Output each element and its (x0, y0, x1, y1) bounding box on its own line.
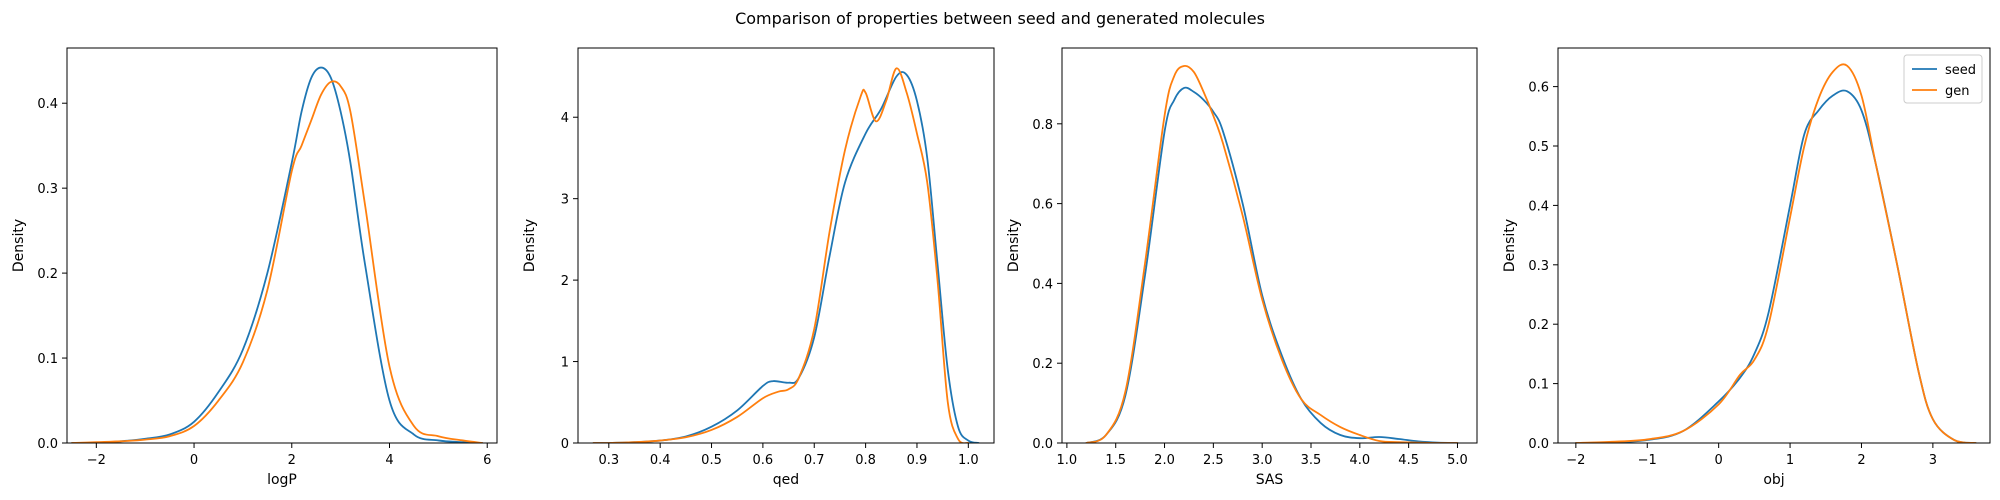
x-tick-label: 0.9 (907, 453, 928, 468)
y-tick-label: 0.3 (1528, 259, 1549, 274)
y-tick-label: 0.2 (1032, 357, 1053, 372)
x-tick-label: 2 (1857, 453, 1865, 468)
x-tick-label: 2.5 (1203, 453, 1224, 468)
x-tick-label: 0.5 (701, 453, 722, 468)
y-tick-label: 0.2 (1528, 318, 1549, 333)
x-tick-label: 0.6 (753, 453, 774, 468)
x-tick-label: 5.0 (1447, 453, 1468, 468)
x-tick-label: 1.0 (958, 453, 979, 468)
x-tick-label: 2 (288, 453, 296, 468)
subplot-obj: −2 −1 0 1 2 3 0.0 0.1 0.2 0.3 0.4 0.5 0.6 obj Density (1502, 47, 1991, 488)
legend-box (1903, 54, 1983, 104)
y-tick-label: 0.4 (1528, 199, 1549, 214)
subplot-sas: 1.0 1.5 2.0 2.5 3.0 3.5 4.0 4.5 5.0 0.0 0.2 0.4 0.6 0… (1006, 47, 1478, 488)
x-tick-label: 0 (1715, 453, 1723, 468)
y-tick-label: 0.3 (37, 182, 58, 197)
x-tick-label: −2 (1566, 453, 1585, 468)
y-axis-label: Density (1502, 219, 1518, 272)
y-tick-label: 0 (561, 437, 569, 452)
x-tick-label: 0.4 (650, 453, 671, 468)
x-tick-label: 1.5 (1105, 453, 1126, 468)
x-tick-label: 1 (1786, 453, 1794, 468)
series-line-seed (1085, 86, 1459, 443)
figure-title: Comparison of properties between seed an… (735, 9, 1265, 28)
x-axis-label: logP (267, 472, 297, 488)
series-group (1574, 63, 1977, 443)
series-line-gen (592, 67, 970, 443)
series-group (592, 67, 980, 443)
series-line-gen (1574, 63, 1977, 443)
x-axis-label: qed (773, 472, 799, 488)
plot-frame (1061, 47, 1478, 444)
x-tick-label: 4 (385, 453, 393, 468)
x-tick-label: 6 (483, 453, 491, 468)
y-axis-label: Density (11, 219, 27, 272)
legend: seed gen (1903, 54, 1983, 104)
y-tick-label: 1 (561, 356, 569, 371)
x-tick-label: 3.5 (1301, 453, 1322, 468)
series-line-seed (70, 66, 484, 443)
plot-frame (577, 47, 995, 444)
y-tick-label: 0.1 (1528, 378, 1549, 393)
x-tick-label: −2 (87, 453, 106, 468)
y-tick-label: 0.1 (37, 352, 58, 367)
legend-label-seed: seed (1945, 63, 1976, 78)
x-tick-label: 0.8 (855, 453, 876, 468)
y-tick-label: 4 (561, 111, 569, 126)
plot-frame (1557, 47, 1991, 444)
y-tick-label: 0.2 (37, 267, 58, 282)
y-axis-label: Density (1006, 219, 1022, 272)
x-tick-label: 4.5 (1398, 453, 1419, 468)
x-tick-label: 1.0 (1057, 453, 1078, 468)
x-tick-label: 0 (190, 453, 198, 468)
series-group (70, 66, 484, 443)
y-axis-label: Density (522, 219, 538, 272)
plot-frame (66, 47, 498, 444)
series-group (1085, 64, 1459, 443)
y-tick-label: 2 (561, 274, 569, 289)
x-tick-label: −1 (1638, 453, 1657, 468)
x-axis-label: SAS (1256, 472, 1284, 488)
y-tick-label: 0.6 (1528, 81, 1549, 96)
y-tick-label: 0.0 (37, 437, 58, 452)
y-tick-label: 0.0 (1528, 437, 1549, 452)
y-tick-label: 3 (561, 193, 569, 208)
y-tick-label: 0.6 (1032, 198, 1053, 213)
x-tick-label: 3 (1929, 453, 1937, 468)
x-axis-label: obj (1763, 472, 1784, 488)
y-tick-label: 0.8 (1032, 118, 1053, 133)
x-tick-label: 0.7 (804, 453, 825, 468)
y-tick-label: 0.4 (37, 97, 58, 112)
x-tick-label: 3.0 (1252, 453, 1273, 468)
x-tick-label: 0.3 (598, 453, 619, 468)
series-line-gen (1085, 64, 1459, 443)
series-line-seed (592, 71, 980, 443)
y-tick-label: 0.4 (1032, 277, 1053, 292)
subplot-logp: −2 0 2 4 6 0.0 0.1 0.2 0.3 0.4 logP Density (11, 47, 498, 488)
subplot-qed: 0.3 0.4 0.5 0.6 0.7 0.8 0.9 1.0 0 1 2 3 4 qed Density (522, 47, 995, 488)
y-tick-label: 0.5 (1528, 140, 1549, 155)
x-tick-label: 2.0 (1154, 453, 1175, 468)
x-tick-label: 4.0 (1349, 453, 1370, 468)
series-line-gen (70, 80, 484, 443)
y-tick-label: 0.0 (1032, 437, 1053, 452)
legend-label-gen: gen (1945, 84, 1970, 99)
